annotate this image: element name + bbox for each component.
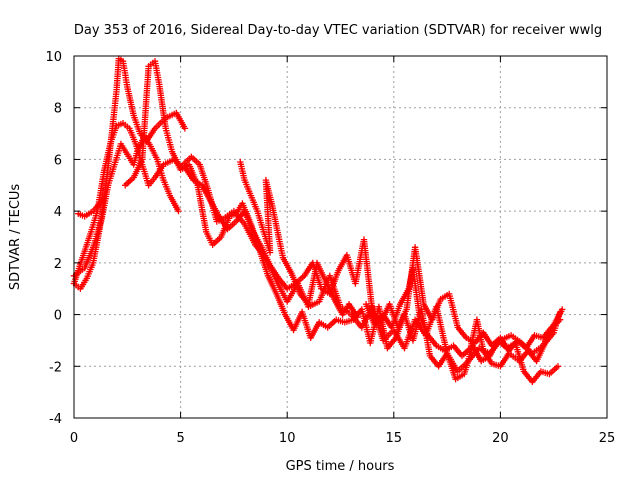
- series-track-f: [181, 164, 564, 354]
- series-track-e: [75, 195, 107, 220]
- x-tick-label: 10: [279, 431, 296, 446]
- y-axis-label: SDTVAR / TECUs: [8, 184, 23, 291]
- series-track-d: [122, 58, 562, 385]
- y-tick-label: 6: [54, 153, 62, 168]
- x-tick-label: 15: [386, 431, 403, 446]
- ticks: 0 5 10 15 20 25 -4 -2 0 2 4 6 8 10: [45, 50, 615, 446]
- y-tick-label: 4: [54, 205, 62, 220]
- x-tick-label: 25: [599, 431, 616, 446]
- y-tick-label: 2: [54, 257, 62, 272]
- y-tick-label: -2: [49, 360, 62, 375]
- series-track-b: [70, 120, 566, 375]
- y-tick-label: 0: [54, 309, 62, 324]
- series-track-g: [237, 158, 361, 321]
- plot-frame: [73, 55, 608, 419]
- series-track-c: [70, 133, 182, 279]
- x-tick-label: 5: [176, 431, 184, 446]
- x-axis-label: GPS time / hours: [286, 459, 395, 474]
- chart-title: Day 353 of 2016, Sidereal Day-to-day VTE…: [74, 23, 602, 38]
- grid: [74, 56, 607, 418]
- series-track-h: [362, 264, 564, 370]
- y-tick-label: 8: [54, 102, 62, 117]
- y-tick-label: -4: [49, 412, 62, 427]
- data-marks: [70, 55, 566, 385]
- x-tick-label: 20: [492, 431, 509, 446]
- y-tick-label: 10: [45, 50, 62, 65]
- x-tick-label: 0: [70, 431, 78, 446]
